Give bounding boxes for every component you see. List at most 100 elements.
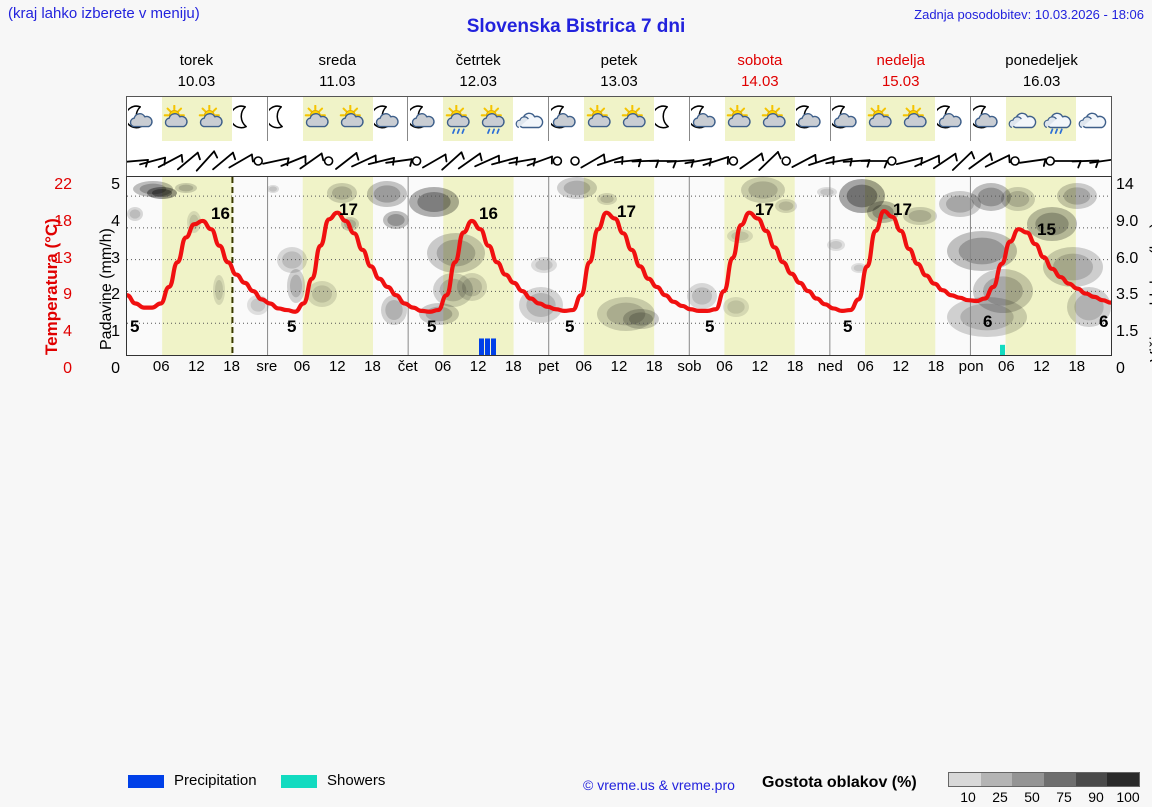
sun-cloud-icon: [902, 105, 934, 135]
moon-cloud-icon: [128, 105, 160, 135]
x-tick-06-16: 06: [716, 358, 733, 375]
svg-text:16: 16: [211, 204, 230, 223]
moon-icon: [233, 105, 265, 135]
svg-text:17: 17: [755, 200, 774, 219]
svg-text:5: 5: [287, 317, 296, 336]
x-tick-12-25: 12: [1033, 358, 1050, 375]
svg-text:5: 5: [565, 317, 574, 336]
cloud-height-tick-5: 0: [1116, 360, 1152, 378]
svg-text:6: 6: [983, 312, 992, 331]
moon-cloud-icon: [971, 97, 1006, 142]
x-tick-12-1: 12: [188, 358, 205, 375]
sun-cloud-icon: [338, 97, 373, 142]
cloud-icon: [513, 97, 548, 142]
moon-icon: [655, 105, 687, 135]
x-tick-18-6: 18: [364, 358, 381, 375]
moon-icon: [268, 97, 303, 142]
moon-icon: [232, 97, 267, 142]
x-tick-18-14: 18: [646, 358, 663, 375]
x-tick-18-26: 18: [1068, 358, 1085, 375]
moon-cloud-icon: [690, 97, 725, 142]
cloud-density-label-100: 100: [1116, 789, 1139, 805]
cloud-icon: [515, 105, 547, 135]
icon-day-ponedeljek: [971, 97, 1111, 142]
x-tick-sre-3: sre: [256, 358, 277, 375]
sun-cloud-rain-icon: [480, 105, 512, 135]
x-tick-čet-7: čet: [398, 358, 418, 375]
cloud-density-label-50: 50: [1024, 789, 1040, 805]
moon-cloud-icon: [410, 105, 442, 135]
moon-cloud-icon: [831, 97, 866, 142]
day-date: 15.03: [830, 71, 971, 92]
x-tick-12-17: 12: [752, 358, 769, 375]
cloud-density-swatch-90: [1076, 773, 1108, 786]
svg-text:5: 5: [427, 317, 436, 336]
sun-cloud-icon: [900, 97, 935, 142]
icon-day-torek: [127, 97, 268, 142]
sun-cloud-icon: [866, 97, 901, 142]
x-tick-12-13: 12: [611, 358, 628, 375]
icon-day-sreda: [268, 97, 409, 142]
x-tick-06-20: 06: [857, 358, 874, 375]
icon-day-sobota: [690, 97, 831, 142]
sun-cloud-icon: [760, 97, 795, 142]
copyright-link[interactable]: © vreme.us & vreme.pro: [583, 777, 735, 793]
temperature-tick-5: 0: [38, 360, 72, 378]
sun-cloud-icon: [163, 105, 195, 135]
day-name: torek: [126, 50, 267, 71]
day-name: sobota: [689, 50, 830, 71]
sun-cloud-icon: [867, 105, 899, 135]
wind-barbs-svg: [127, 141, 1112, 176]
temperature-tick-0: 22: [38, 176, 72, 194]
day-name: ponedeljek: [971, 50, 1112, 71]
x-tick-pon-23: pon: [959, 358, 984, 375]
showers-legend-swatch: [281, 775, 317, 788]
x-tick-sob-15: sob: [677, 358, 701, 375]
sun-cloud-icon: [339, 105, 371, 135]
last-update-timestamp: Zadnja posodobitev: 10.03.2026 - 18:06: [914, 7, 1144, 22]
x-tick-12-5: 12: [329, 358, 346, 375]
moon-cloud-icon: [937, 105, 969, 135]
moon-cloud-icon: [373, 97, 408, 142]
x-tick-18-22: 18: [928, 358, 945, 375]
cloud-rain-icon: [1041, 97, 1076, 142]
day-date: 13.03: [549, 71, 690, 92]
day-date: 10.03: [126, 71, 267, 92]
sun-cloud-icon: [726, 105, 758, 135]
cloud-icon: [1006, 97, 1041, 142]
precipitation-tick-0: 5: [98, 176, 120, 194]
cloud-density-swatch-25: [981, 773, 1013, 786]
cloud-icon: [1076, 97, 1111, 142]
cloud-density-swatch-10: [949, 773, 981, 786]
cloud-density-swatch-50: [1012, 773, 1044, 786]
svg-text:15: 15: [1037, 220, 1056, 239]
moon-cloud-icon: [795, 97, 830, 142]
moon-cloud-icon: [408, 97, 443, 142]
icon-day-nedelja: [831, 97, 972, 142]
day-name: petek: [549, 50, 690, 71]
moon-cloud-icon: [973, 105, 1005, 135]
moon-cloud-icon: [374, 105, 406, 135]
day-name: sreda: [267, 50, 408, 71]
svg-text:16: 16: [479, 204, 498, 223]
sun-cloud-rain-icon: [445, 105, 477, 135]
x-tick-18-2: 18: [223, 358, 240, 375]
moon-icon: [269, 105, 301, 135]
svg-text:17: 17: [617, 202, 636, 221]
cloud-height-tick-1: 9.0: [1116, 213, 1152, 231]
day-name: nedelja: [830, 50, 971, 71]
temperature-tick-1: 18: [38, 213, 72, 231]
icon-day-petek: [549, 97, 690, 142]
x-tick-06-0: 06: [153, 358, 170, 375]
moon-cloud-icon: [127, 97, 162, 142]
cloud-density-label-10: 10: [960, 789, 976, 805]
sun-cloud-icon: [197, 97, 232, 142]
cloud-density-label-90: 90: [1088, 789, 1104, 805]
